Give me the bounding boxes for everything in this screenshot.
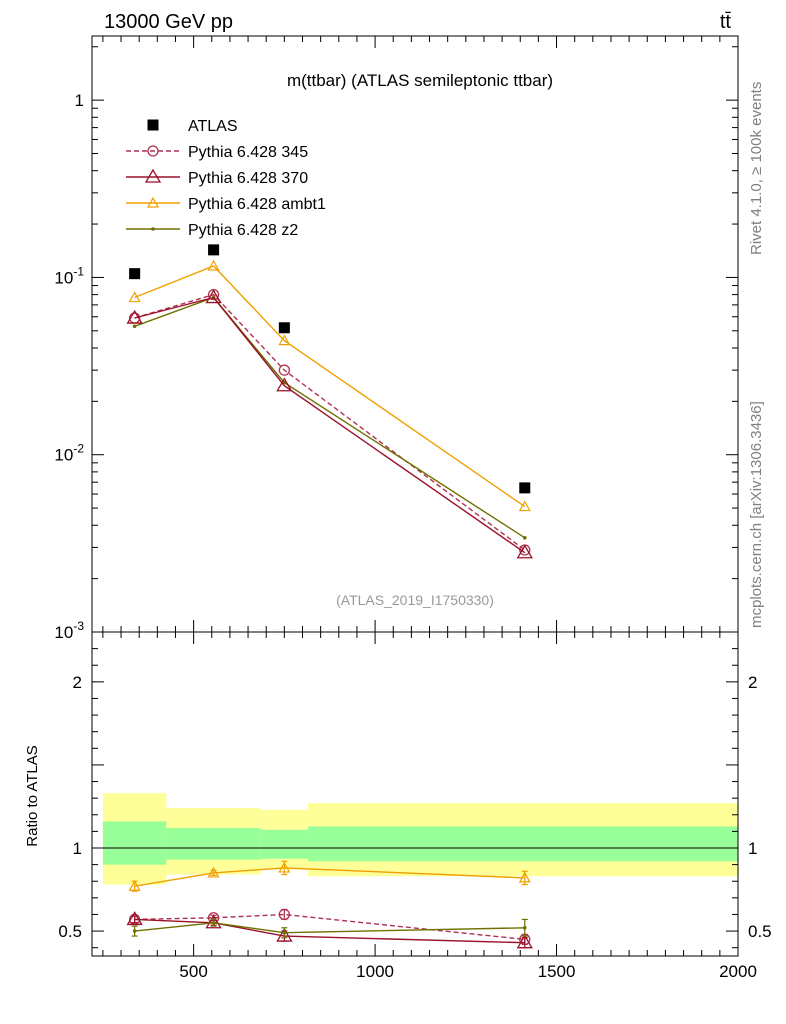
side-label-rivet: Rivet 4.1.0, ≥ 100k events [748, 82, 765, 255]
x-tick-label: 500 [179, 962, 207, 981]
point-pythia-370 [516, 544, 533, 559]
point-atlas [278, 322, 290, 334]
ratio-point-pythia-z2 [132, 929, 137, 933]
point-pythia-ambt1 [518, 500, 531, 512]
point-pythia-370 [276, 377, 293, 392]
series-line-pythia-345 [134, 293, 526, 551]
ratio-y-tick-label-right: 0.5 [748, 922, 772, 941]
ratio-line-pythia-345 [134, 913, 525, 941]
ratio-point-pythia-370 [276, 927, 293, 942]
legend-item-pythia-345: Pythia 6.428 345 [126, 144, 308, 161]
legend-marker-pythia-ambt1 [146, 196, 160, 208]
header-collision: 13000 GeV pp [104, 11, 233, 33]
ratio-frame [91, 631, 739, 957]
side-label-mcplots: mcplots.cern.ch [arXiv:1306.3436] [748, 401, 765, 628]
legend: ATLAS Pythia 6.428 345 Pythia 6.428 370 Pyt… [126, 118, 326, 239]
ratio-y-tick-label-left: 2 [73, 673, 82, 692]
x-tick-label: 2000 [719, 962, 757, 981]
point-pythia-345 [278, 364, 290, 376]
ratio-point-pythia-370 [205, 914, 222, 929]
legend-label-pythia-370: Pythia 6.428 370 [188, 170, 308, 187]
x-tick-label: 1500 [538, 962, 576, 981]
legend-label-pythia-z2: Pythia 6.428 z2 [188, 222, 298, 239]
ratio-point-pythia-ambt1 [278, 861, 291, 873]
ratio-y-tick-label-right: 1 [748, 839, 757, 858]
legend-marker-pythia-370 [144, 168, 162, 183]
ratio-y-tick-label-left: 0.5 [58, 922, 82, 941]
ratio-y-tick-label-right: 2 [748, 673, 757, 692]
ratio-point-pythia-z2 [282, 930, 287, 935]
series-line-pythia-z2 [134, 296, 526, 539]
point-pythia-z2 [522, 535, 527, 540]
legend-marker-pythia-345 [147, 145, 159, 157]
ratio-point-pythia-ambt1 [128, 879, 141, 891]
y-tick-label: 10-3 [54, 619, 84, 642]
x-tick-label: 1000 [356, 962, 394, 981]
point-pythia-370 [126, 309, 143, 324]
ratio-point-pythia-370 [126, 911, 143, 926]
ratio-point-pythia-ambt1 [207, 866, 220, 878]
legend-item-pythia-z2: Pythia 6.428 z2 [126, 222, 298, 239]
ratio-point-pythia-z2 [211, 920, 216, 925]
ratio-point-pythia-345 [278, 908, 290, 921]
y-tick-label: 10-1 [54, 264, 84, 287]
legend-marker-atlas [147, 119, 159, 131]
legend-label-pythia-ambt1: Pythia 6.428 ambt1 [188, 196, 326, 213]
legend-item-pythia-ambt1: Pythia 6.428 ambt1 [126, 196, 326, 213]
legend-item-pythia-370: Pythia 6.428 370 [126, 168, 308, 187]
ratio-line-pythia-370 [134, 918, 525, 944]
point-atlas [129, 268, 141, 280]
ratio-line-pythia-ambt1 [134, 867, 525, 887]
point-pythia-ambt1 [128, 291, 141, 303]
legend-item-atlas: ATLAS [147, 118, 238, 135]
point-pythia-ambt1 [207, 259, 220, 271]
ratio-point-pythia-ambt1 [518, 871, 531, 883]
point-pythia-370 [205, 289, 222, 304]
ratio-panel: 0.5 0.5 1 1 2 2 500 1000 1500 2000 Ratio to ATLAS [24, 631, 772, 981]
header-process: tt̄ [720, 11, 732, 33]
series-line-pythia-370 [134, 296, 526, 554]
point-atlas [519, 482, 531, 494]
legend-marker-pythia-z2 [151, 227, 155, 231]
main-panel: 10-3 10-2 10-1 1 m(ttbar) (ATLAS semilepton… [54, 35, 739, 642]
legend-label-pythia-345: Pythia 6.428 345 [188, 144, 308, 161]
uncertainty-band-inner [260, 829, 308, 859]
uncertainty-band-inner [307, 826, 738, 862]
point-pythia-ambt1 [278, 334, 291, 346]
ratio-ylabel: Ratio to ATLAS [24, 745, 41, 846]
ratio-y-tick-label-left: 1 [73, 839, 82, 858]
y-tick-label: 10-2 [54, 442, 84, 465]
analysis-id: (ATLAS_2019_I1750330) [336, 592, 494, 608]
series-line-pythia-ambt1 [134, 265, 526, 508]
ratio-line-pythia-z2 [134, 922, 525, 934]
point-pythia-z2 [132, 324, 137, 329]
main-title: m(ttbar) (ATLAS semileptonic ttbar) [287, 71, 553, 90]
uncertainty-band-inner [102, 821, 167, 865]
ratio-point-pythia-370 [516, 934, 533, 949]
uncertainty-band-inner [166, 828, 261, 860]
point-atlas [208, 244, 220, 256]
ratio-point-pythia-z2 [522, 925, 527, 930]
legend-label-atlas: ATLAS [188, 118, 238, 135]
y-tick-label: 1 [75, 91, 84, 110]
